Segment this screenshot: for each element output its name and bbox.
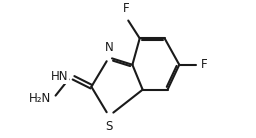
Text: H₂N: H₂N xyxy=(28,92,51,105)
Text: F: F xyxy=(201,58,208,71)
Text: F: F xyxy=(123,2,130,15)
Text: N: N xyxy=(105,41,113,54)
Text: S: S xyxy=(105,120,113,133)
Text: HN: HN xyxy=(51,70,68,83)
